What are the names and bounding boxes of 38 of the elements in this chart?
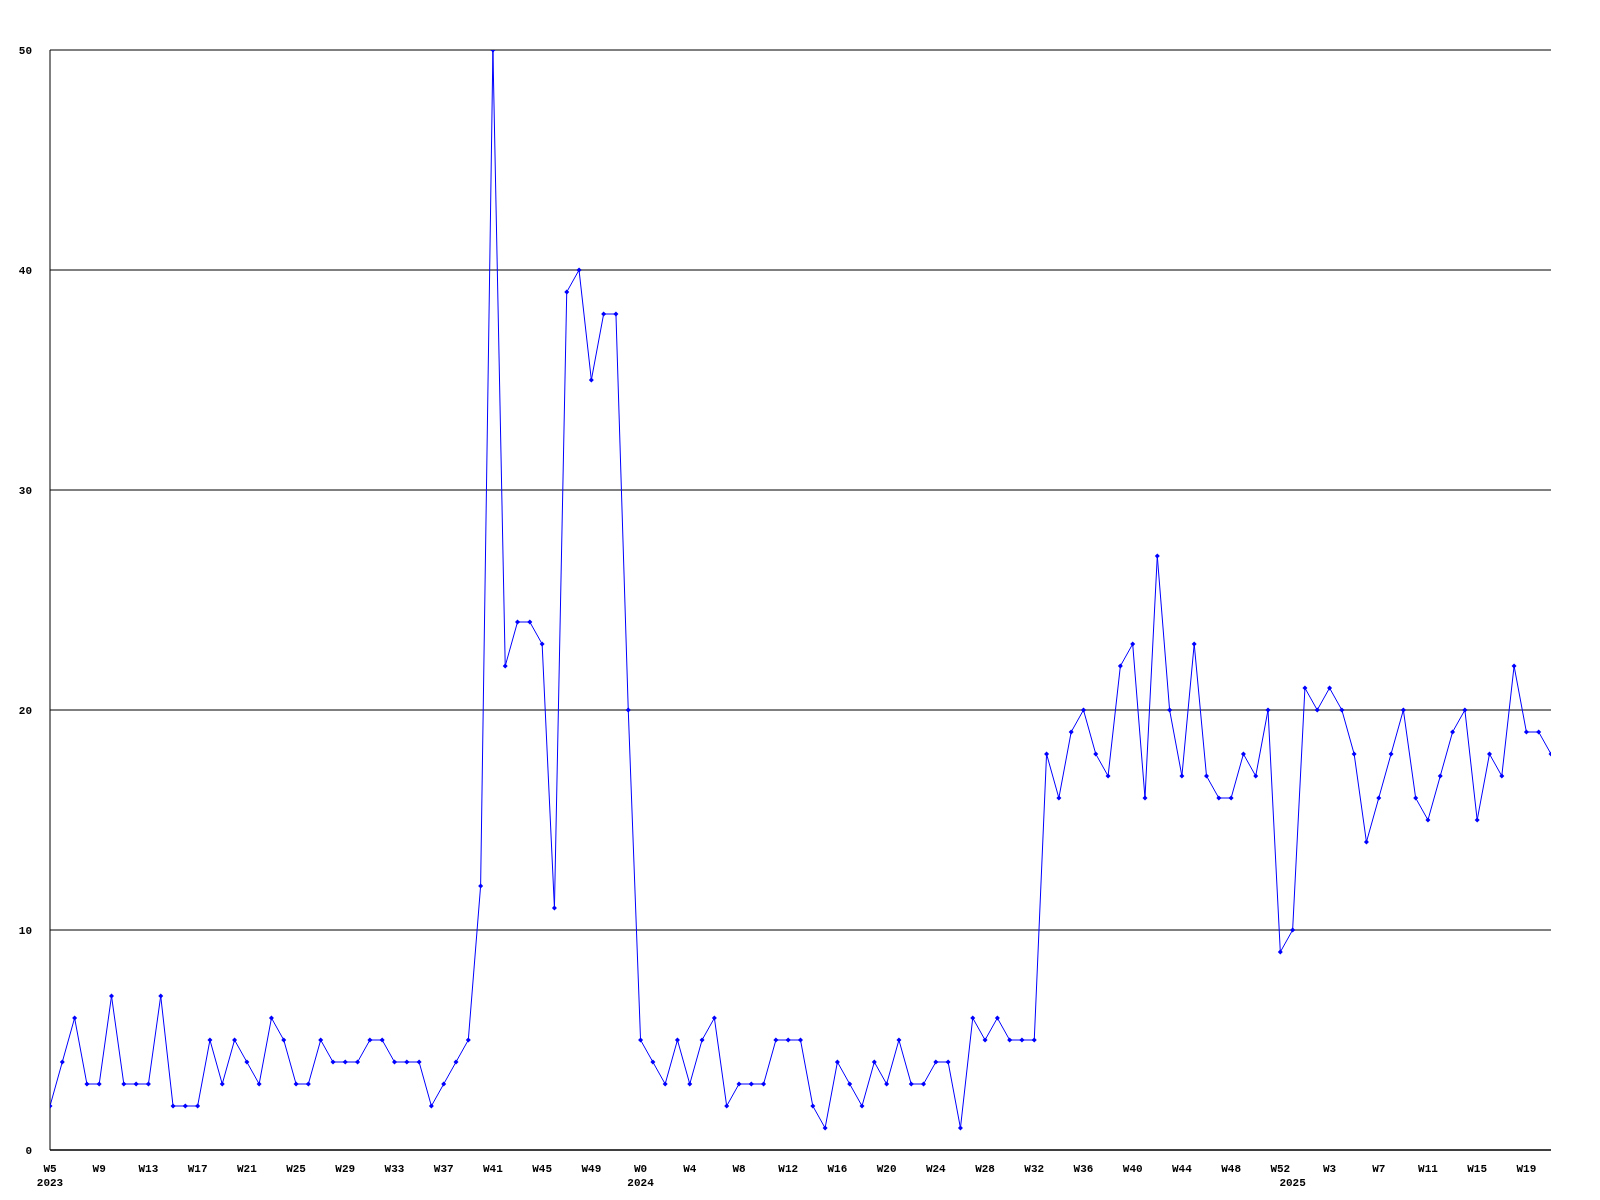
x-tick-label: W5 2023 [36,1163,64,1189]
x-tick-label: W20 [876,1163,897,1175]
x-tick-label: W7 [1372,1163,1386,1175]
x-tick-label: W3 [1322,1163,1337,1175]
x-tick-label: W33 [384,1163,405,1175]
x-tick-label: W24 [925,1163,947,1175]
x-tick-label: W12 [778,1163,799,1175]
x-tick-label: W52 [1270,1163,1291,1175]
x-tick-label: W49 [581,1163,602,1175]
x-tick-label: W45 [532,1163,553,1175]
y-tick-label: 50 [18,44,32,57]
x-tick-label: W40 [1122,1163,1143,1175]
x-tick-label: W44 [1172,1163,1193,1175]
x-tick-label: W11 [1418,1163,1439,1175]
y-tick-label: 20 [18,704,32,717]
x-tick-label: W9 [92,1163,106,1175]
x-tick-label: W28 [975,1163,996,1175]
y-tick-label: 10 [18,924,32,937]
x-tick-label: W19 [1516,1163,1537,1175]
x-tick-label: W17 [187,1163,208,1175]
x-tick-label: W4 [683,1163,697,1175]
x-tick-label: W32 [1024,1163,1045,1175]
x-tick-label: W21 [236,1163,258,1175]
x-tick-label: W48 [1221,1163,1242,1175]
x-tick-label: W0 2024 [627,1163,655,1189]
x-tick-label: W13 [138,1163,159,1175]
x-tick-label: W29 [335,1163,356,1175]
x-tick-label: 2025 [1279,1177,1307,1189]
x-tick-label: W8 [732,1163,746,1175]
x-tick-label: W37 [433,1163,454,1175]
y-tick-label: 0 [25,1144,32,1157]
y-tick-label: 30 [18,484,32,497]
x-tick-label: W36 [1073,1163,1094,1175]
x-tick-label: W16 [827,1163,848,1175]
x-tick-label: W41 [483,1163,504,1175]
x-tick-label: W25 [286,1163,307,1175]
y-tick-label: 40 [18,264,32,277]
x-tick-label: W15 [1467,1163,1488,1175]
